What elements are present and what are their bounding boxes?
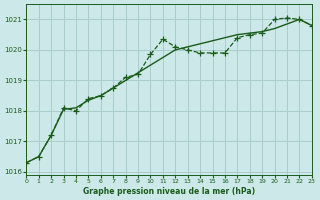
X-axis label: Graphe pression niveau de la mer (hPa): Graphe pression niveau de la mer (hPa): [83, 187, 255, 196]
